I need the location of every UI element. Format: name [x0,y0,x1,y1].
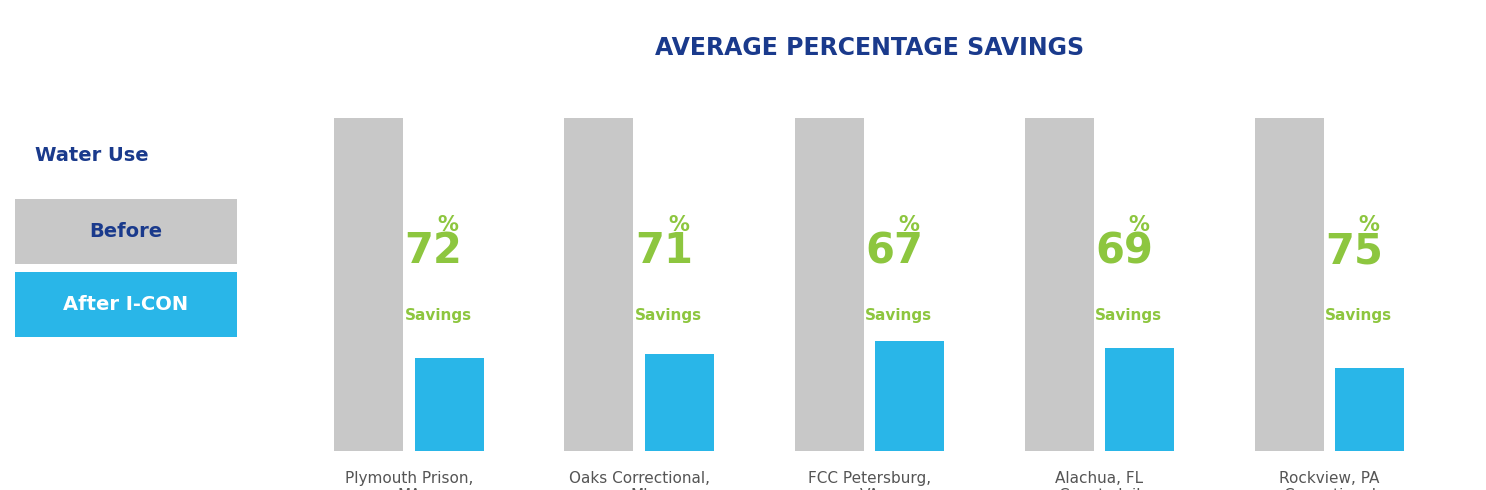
Text: %: % [898,215,918,235]
Text: %: % [438,215,459,235]
Title: AVERAGE PERCENTAGE SAVINGS: AVERAGE PERCENTAGE SAVINGS [655,36,1083,60]
Bar [645,354,713,451]
Bar [565,119,633,451]
Text: 72: 72 [404,230,462,272]
Bar [334,119,403,451]
Text: Before: Before [89,222,162,241]
Text: Plymouth Prison,
MA: Plymouth Prison, MA [345,471,473,490]
Text: Savings: Savings [865,308,932,323]
Text: Savings: Savings [1326,308,1392,323]
Text: Water Use: Water Use [36,146,149,165]
Text: 71: 71 [635,230,692,272]
Text: FCC Petersburg,
VA: FCC Petersburg, VA [808,471,930,490]
Text: After I-CON: After I-CON [64,295,189,314]
Text: Rockview, PA
Correctional: Rockview, PA Correctional [1279,471,1380,490]
Text: %: % [667,215,690,235]
Text: Savings: Savings [635,308,701,323]
Bar [795,119,863,451]
Bar [415,358,484,451]
Bar [1336,368,1404,451]
Text: %: % [1358,215,1379,235]
FancyBboxPatch shape [15,272,238,337]
Text: 75: 75 [1326,230,1383,272]
Text: Savings: Savings [404,308,471,323]
Bar [1254,119,1324,451]
Text: 69: 69 [1095,230,1153,272]
Bar [1025,119,1094,451]
FancyBboxPatch shape [15,199,238,264]
Bar [1106,348,1174,451]
Bar [875,341,944,451]
Text: Oaks Correctional,
MI: Oaks Correctional, MI [569,471,710,490]
Text: Alachua, FL
County Jail: Alachua, FL County Jail [1055,471,1144,490]
Text: Savings: Savings [1095,308,1162,323]
Text: 67: 67 [865,230,923,272]
Text: %: % [1128,215,1149,235]
